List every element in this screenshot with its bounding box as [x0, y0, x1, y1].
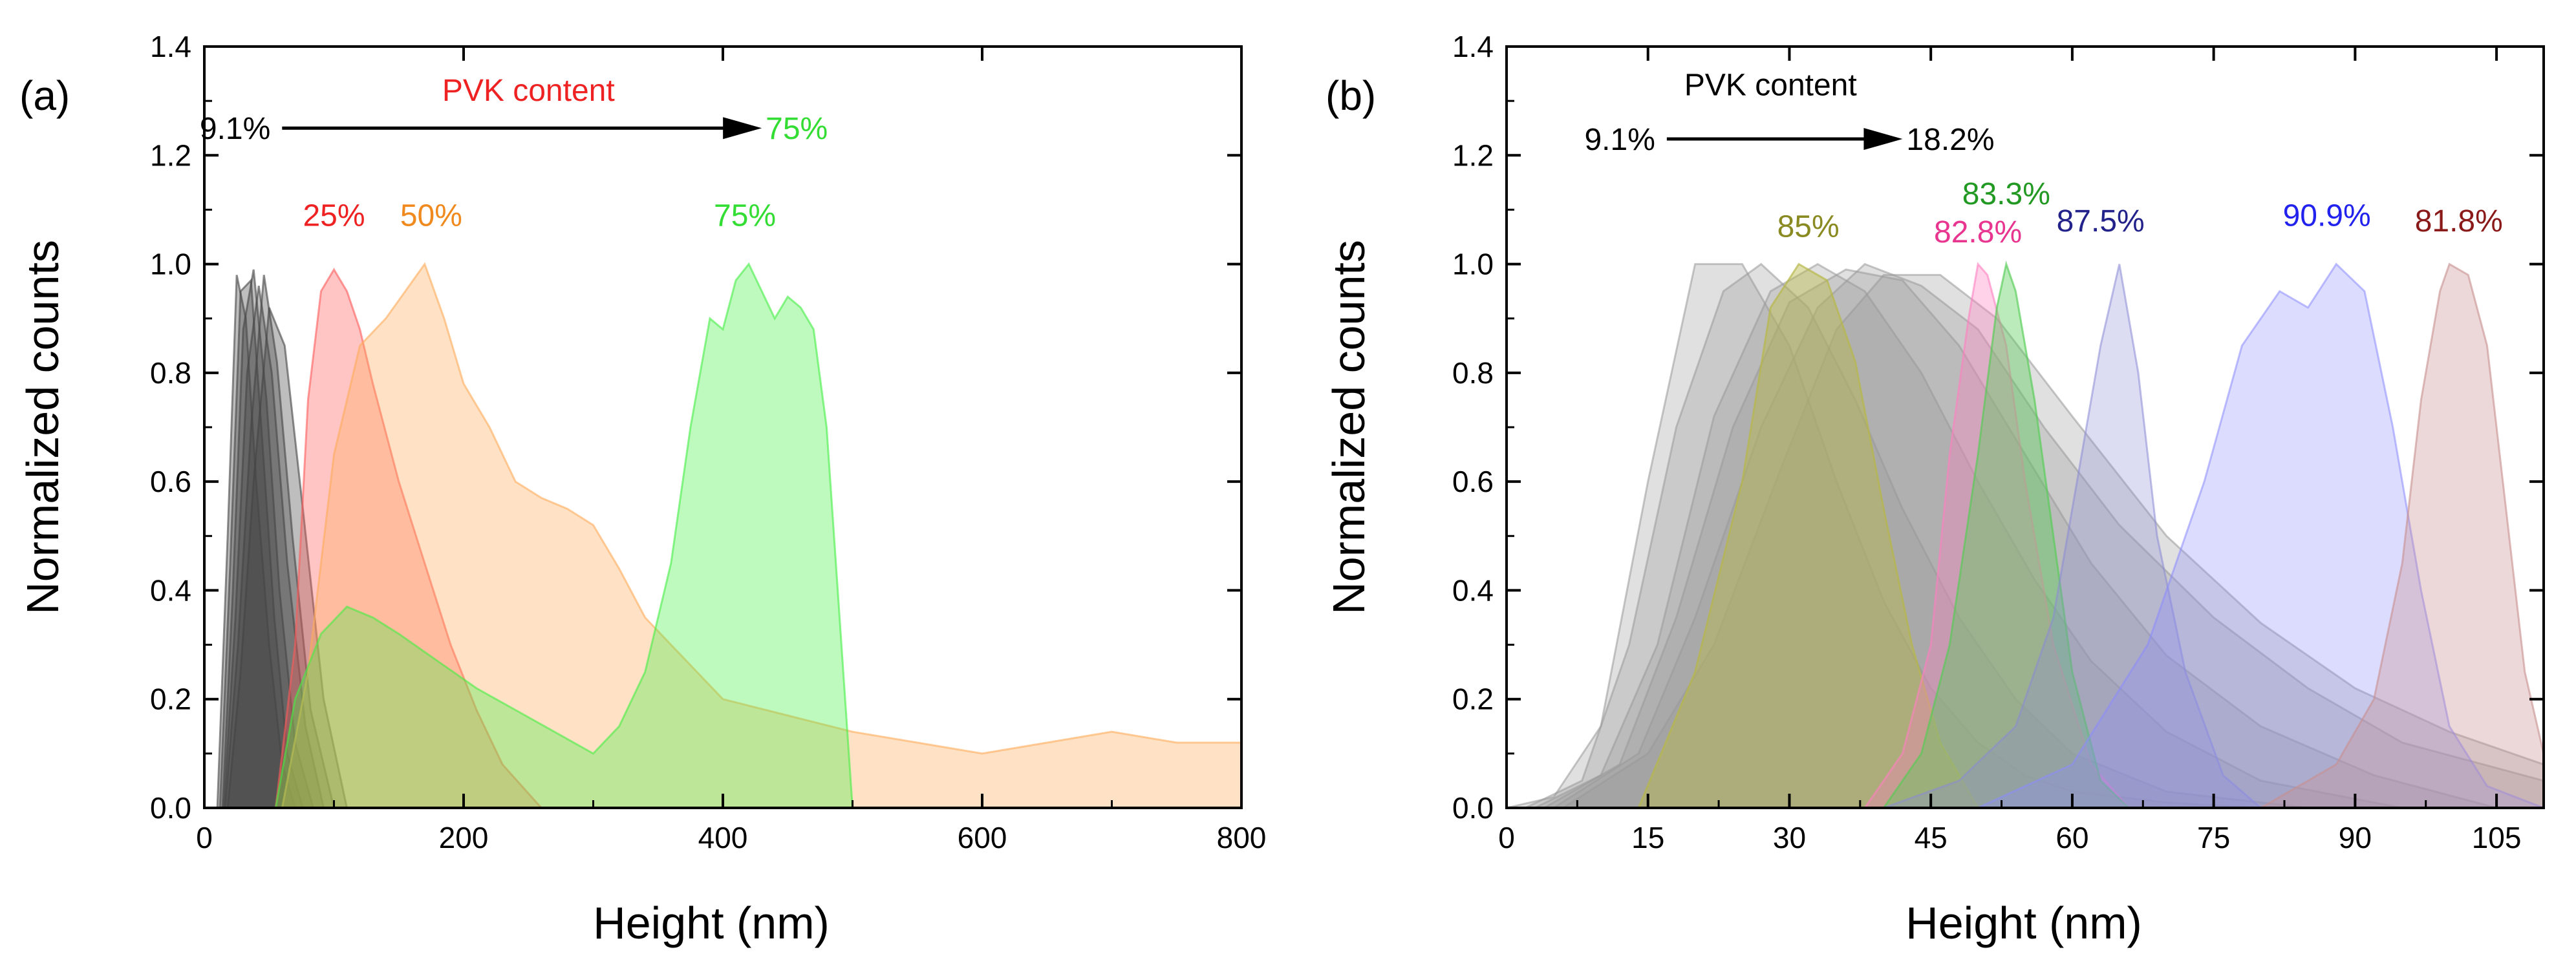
- peak-label: 25%: [303, 199, 365, 233]
- x-tick-label: 15: [1631, 821, 1664, 854]
- arrow-title: PVK content: [442, 74, 615, 108]
- y-tick-label: 0.0: [150, 791, 191, 825]
- y-tick-label: 0.2: [150, 683, 191, 716]
- series-area-10: [1977, 262, 2544, 808]
- series-area-11: [2259, 262, 2544, 808]
- peak-label: 50%: [400, 199, 462, 233]
- y-tick-label: 0.6: [1452, 465, 1494, 498]
- arrow-start-label: 9.1%: [1584, 123, 1655, 157]
- arrow-end-label: 18.2%: [1906, 123, 1994, 157]
- panel-label: (b): [1326, 72, 1376, 119]
- series-area-6: [1637, 262, 1979, 808]
- x-tick-label: 90: [2339, 821, 2372, 854]
- series-group: [216, 262, 1241, 808]
- x-tick-label: 0: [196, 821, 213, 854]
- x-tick-label: 75: [2197, 821, 2230, 854]
- x-tick-label: 0: [1498, 821, 1515, 854]
- y-tick-label: 1.2: [1452, 138, 1494, 172]
- series-group: [1507, 260, 2544, 808]
- series-area-4: [1552, 262, 2544, 808]
- x-tick-label: 105: [2472, 821, 2522, 854]
- y-axis-title: Normalized counts: [17, 240, 68, 615]
- arrow-end-label: 75%: [766, 112, 828, 146]
- peak-label: 82.8%: [1934, 215, 2022, 249]
- chart-panel-a: 0 200 400 600 800 0.0 0.2 0.4 0.6 0.8 1.0 1.2 1.4 Hei…: [17, 30, 1266, 948]
- arrow-head: [1863, 128, 1903, 151]
- series-area-2: [1534, 262, 2403, 808]
- x-tick-label: 30: [1773, 821, 1806, 854]
- y-tick-label: 0.8: [150, 356, 191, 390]
- x-axis-title: Height (nm): [1905, 898, 2142, 948]
- y-tick-label: 1.0: [150, 248, 191, 281]
- y-tick-label: 0.8: [1452, 356, 1494, 390]
- arrow-title: PVK content: [1684, 69, 1857, 103]
- y-tick-label: 1.0: [1452, 248, 1494, 281]
- x-tick-label: 600: [958, 821, 1007, 854]
- series-area-6: [274, 268, 543, 808]
- y-tick-label: 0.0: [1452, 791, 1494, 825]
- panel-label: (a): [19, 72, 70, 119]
- peak-label: 90.9%: [2283, 199, 2371, 233]
- peak-label: 81.8%: [2415, 204, 2503, 238]
- series-area-3: [1542, 268, 2497, 808]
- x-tick-label: 45: [1915, 821, 1948, 854]
- peak-label: 83.3%: [1962, 177, 2050, 211]
- series-area-7: [281, 262, 1241, 808]
- y-axis-title: Normalized counts: [1324, 240, 1374, 615]
- peak-label: 87.5%: [2057, 204, 2145, 238]
- series-area-8: [1883, 260, 2131, 808]
- y-tick-label: 0.2: [1452, 683, 1494, 716]
- y-tick-label: 0.4: [1452, 573, 1494, 607]
- y-tick-label: 1.2: [150, 138, 191, 172]
- x-axis-title: Height (nm): [593, 898, 830, 948]
- y-tick-label: 0.6: [150, 465, 191, 498]
- arrow-head: [723, 117, 762, 140]
- series-area-8: [274, 262, 854, 808]
- y-tick-label: 0.4: [150, 573, 191, 607]
- arrow-start-label: 9.1%: [200, 112, 270, 146]
- y-tick-label: 1.4: [1452, 30, 1494, 63]
- x-tick-label: 400: [698, 821, 748, 854]
- x-tick-label: 800: [1217, 821, 1267, 854]
- series-area-5: [226, 307, 348, 808]
- series-area-3: [222, 285, 325, 808]
- peak-label: 85%: [1777, 210, 1840, 244]
- x-tick-label: 200: [439, 821, 489, 854]
- peak-label: 75%: [714, 199, 776, 233]
- y-tick-label: 1.4: [150, 30, 191, 63]
- x-tick-label: 60: [2055, 821, 2088, 854]
- chart-panel-b: 0 15 30 45 60 75 90 105 0.0 0.2 0.4 0.6 0.8 1.0 1.2 1.4…: [1324, 30, 2545, 948]
- series-area-9: [1883, 264, 2262, 808]
